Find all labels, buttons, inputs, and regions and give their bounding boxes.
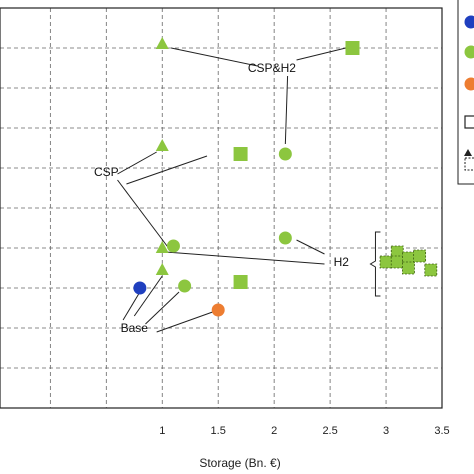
data-point-h2-square-dashed: [413, 249, 427, 263]
leader-line: [296, 239, 325, 255]
x-axis-label: Storage (Bn. €): [199, 456, 280, 470]
grid-lines: [0, 8, 442, 408]
data-point-base-circle: [178, 279, 192, 293]
leader-line: [165, 251, 325, 265]
x-tick-label: 2: [271, 425, 277, 437]
legend-marker: [464, 77, 474, 91]
leader-line: [122, 291, 141, 321]
data-point-csp&h2-square: [345, 41, 360, 55]
legend-marker: [464, 115, 474, 129]
data-point-csp-triangle: [155, 139, 169, 151]
leader-line: [126, 155, 208, 185]
data-point-base-triangle: [155, 263, 169, 275]
leader-line: [145, 291, 180, 325]
x-tick-label: 2.5: [322, 425, 337, 437]
x-tick-label: 3.5: [434, 425, 449, 437]
data-point-csp-square: [233, 147, 248, 161]
data-point-base-circle: [211, 303, 225, 317]
annotation-leader-lines: [117, 47, 381, 333]
legend-marker: [464, 45, 474, 59]
leader-line: [156, 311, 213, 333]
leader-line: [117, 151, 157, 175]
annotation-csp: CSP: [94, 165, 119, 179]
annotations: CSP&H2 CSP H2 Base: [94, 61, 349, 335]
annotation-base: Base: [121, 321, 149, 335]
data-point-h2-square-dashed: [390, 255, 404, 269]
leader-line: [296, 47, 346, 61]
leader-line: [117, 179, 171, 251]
annotation-csp-h2: CSP&H2: [248, 61, 296, 75]
legend-dashed-square: [464, 157, 474, 171]
data-points: [133, 37, 438, 317]
legend-marker: [464, 15, 474, 29]
data-point-h2-circle: [278, 231, 292, 245]
data-point-csp-triangle: [155, 241, 169, 253]
leader-line: [171, 47, 258, 67]
leader-line: [284, 75, 289, 145]
data-point-csp-circle: [166, 239, 180, 253]
legend-triangle: [464, 149, 472, 156]
data-point-h2-square-dashed: [424, 263, 438, 277]
leader-line: [133, 275, 163, 317]
h2-brace: [369, 231, 381, 297]
legend-marker: [464, 149, 474, 171]
legend: [457, 0, 474, 185]
x-tick-label: 1.5: [211, 425, 226, 437]
data-point-csp&h2-triangle: [155, 37, 169, 49]
data-point-h2-square-dashed: [402, 261, 415, 275]
data-point-h2-square-dashed: [379, 255, 393, 269]
data-point-base-square: [233, 275, 248, 289]
x-tick-labels: 1 1.5 2 2.5 3 3.5: [159, 425, 449, 437]
plot-frame: [0, 7, 443, 409]
annotation-h2: H2: [334, 255, 350, 269]
data-point-base-circle: [133, 281, 147, 295]
x-tick-label: 1: [159, 425, 165, 437]
data-point-csp&h2-circle: [278, 147, 292, 161]
x-tick-label: 3: [383, 425, 389, 437]
